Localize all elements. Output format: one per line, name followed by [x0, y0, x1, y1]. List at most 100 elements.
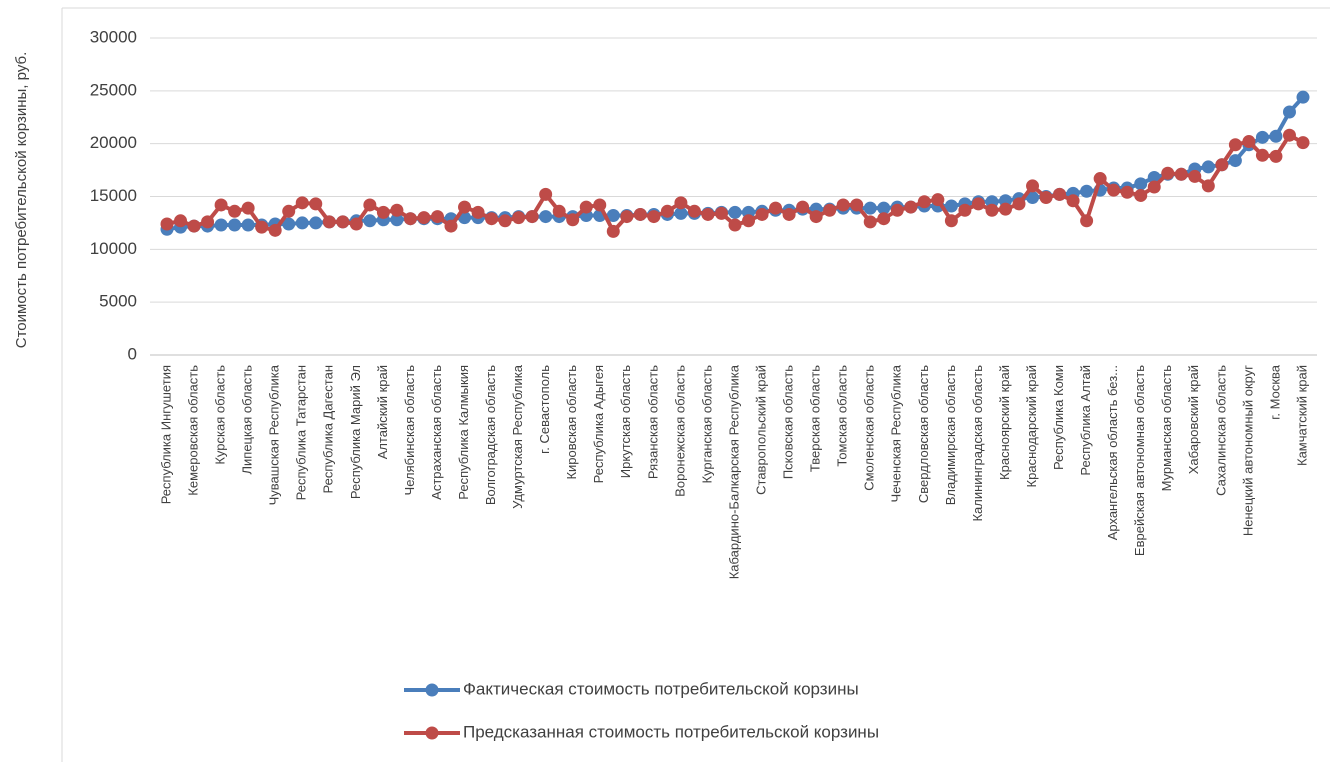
data-point [1255, 148, 1269, 162]
data-point [714, 206, 728, 220]
legend-marker [425, 683, 439, 697]
x-tick-label: Томская область [835, 365, 850, 467]
data-point [1174, 167, 1188, 181]
data-point [241, 201, 255, 215]
data-point [1255, 130, 1269, 144]
x-tick-label: Кемеровская область [185, 365, 200, 496]
x-tick-label: Удмуртская Республика [510, 364, 525, 509]
data-point [282, 217, 296, 231]
y-tick-label: 30000 [90, 27, 137, 46]
data-point [769, 201, 783, 215]
y-axis-title: Стоимость потребительской корзины, руб. [13, 52, 30, 349]
data-point [1107, 183, 1121, 197]
data-point [539, 210, 553, 224]
data-point [1215, 158, 1229, 172]
data-point [1012, 197, 1026, 211]
data-point [214, 218, 228, 232]
data-point [1296, 90, 1310, 104]
x-tick-label: Камчатский край [1294, 365, 1309, 466]
x-tick-label: Еврейская автономная область [1132, 365, 1147, 556]
data-point [998, 202, 1012, 216]
data-point [430, 210, 444, 224]
data-point [823, 203, 837, 217]
data-point [376, 205, 390, 219]
data-point [403, 212, 417, 226]
data-point [525, 210, 539, 224]
data-point [336, 215, 350, 229]
x-tick-label: Чувашская Республика [267, 364, 282, 505]
data-point [1147, 180, 1161, 194]
x-tick-label: Иркутская область [618, 365, 633, 478]
data-point [201, 215, 215, 229]
x-tick-label: Красноярский край [997, 365, 1012, 480]
data-point [309, 197, 323, 211]
data-point [796, 200, 810, 214]
x-tick-label: Краснодарский край [1024, 365, 1039, 487]
data-point [498, 214, 512, 228]
data-point [485, 212, 499, 226]
data-point [295, 216, 309, 230]
x-tick-label: Курская область [213, 365, 228, 465]
data-point [241, 218, 255, 232]
data-point [309, 216, 323, 230]
data-point [1201, 160, 1215, 174]
x-tick-label: Воронежская область [672, 365, 687, 497]
legend-label: Фактическая стоимость потребительской ко… [463, 679, 859, 698]
data-point [390, 213, 404, 227]
data-point [890, 203, 904, 217]
data-point [1161, 166, 1175, 180]
x-tick-label: г. Москва [1267, 364, 1282, 420]
data-point [349, 217, 363, 231]
data-point [1269, 149, 1283, 163]
data-point [1228, 154, 1242, 168]
data-point [809, 210, 823, 224]
data-point [877, 201, 891, 215]
data-point [917, 195, 931, 209]
data-point [160, 217, 174, 231]
x-tick-label: Чеченская Республика [889, 364, 904, 502]
x-tick-label: Рязанская область [645, 365, 660, 479]
x-tick-label: Астраханская область [429, 365, 444, 500]
data-point [1242, 135, 1256, 149]
data-point [322, 215, 336, 229]
data-point [295, 196, 309, 210]
data-point [620, 210, 634, 224]
data-point [687, 204, 701, 218]
x-tick-label: Алтайский край [375, 365, 390, 459]
x-tick-label: Ненецкий автономный округ [1240, 365, 1255, 536]
data-point [850, 198, 864, 212]
x-tick-label: Свердловская область [916, 365, 931, 503]
data-point [701, 207, 715, 221]
x-tick-label: Республика Калмыкия [456, 365, 471, 500]
x-tick-label: Республика Дагестан [321, 365, 336, 493]
data-point [782, 207, 796, 221]
y-tick-label: 5000 [99, 292, 137, 311]
data-point [1134, 188, 1148, 202]
x-tick-label: Ставропольский край [753, 365, 768, 495]
data-point [1080, 184, 1094, 198]
data-point [647, 210, 661, 224]
x-tick-label: Архангельская область без... [1105, 365, 1120, 540]
data-point [836, 198, 850, 212]
x-tick-label: Владимирская область [943, 365, 958, 505]
x-tick-label: Мурманская область [1159, 365, 1174, 492]
x-tick-label: Хабаровский край [1186, 365, 1201, 474]
data-point [1282, 105, 1296, 119]
data-point [728, 218, 742, 232]
data-point [444, 219, 458, 233]
y-tick-label: 25000 [90, 80, 137, 99]
x-tick-label: г. Севастополь [537, 365, 552, 454]
x-tick-label: Республика Ингушетия [158, 365, 173, 504]
data-point [187, 219, 201, 233]
data-point [512, 211, 526, 225]
y-tick-label: 0 [128, 344, 137, 363]
data-point [1269, 129, 1283, 143]
data-point [174, 214, 188, 228]
data-point [606, 224, 620, 238]
data-point [863, 201, 877, 215]
data-point [971, 197, 985, 211]
data-point [1080, 214, 1094, 228]
data-point [1026, 191, 1040, 205]
data-point [566, 213, 580, 227]
data-point [1228, 138, 1242, 152]
